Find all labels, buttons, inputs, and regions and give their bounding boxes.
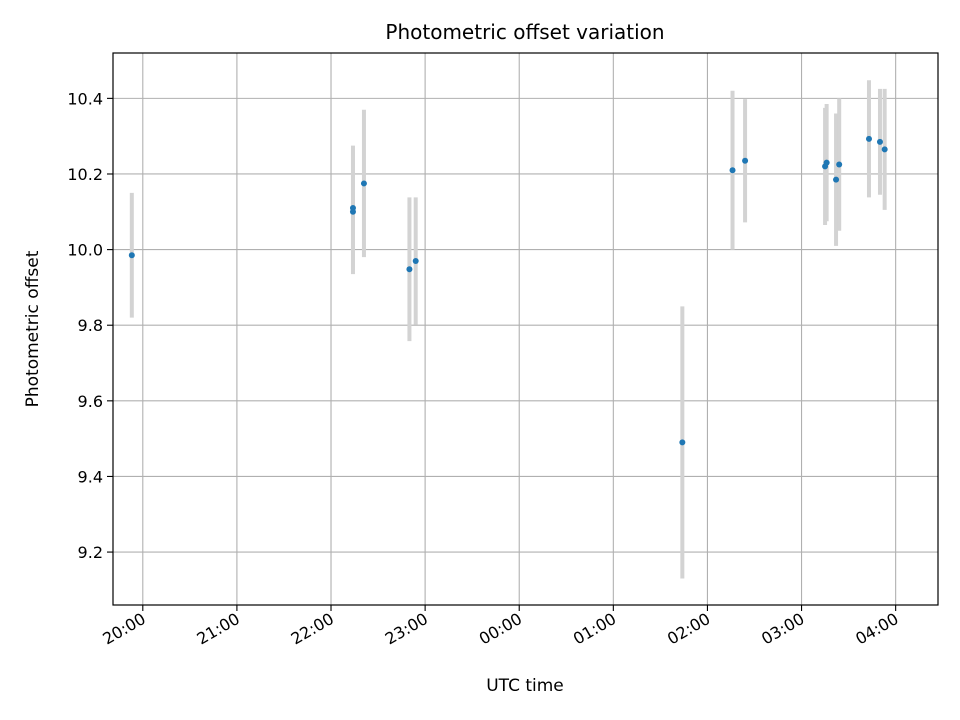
data-point [742, 157, 749, 164]
y-axis-label: Photometric offset [23, 250, 43, 407]
data-point [729, 167, 736, 174]
data-point [876, 138, 883, 145]
plot-area-frame [112, 52, 939, 606]
data-point [128, 252, 135, 259]
y-tick-label: 10.4 [67, 89, 103, 108]
chart-title: Photometric offset variation [385, 20, 664, 44]
data-point [833, 176, 840, 183]
y-tick-label: 9.6 [78, 392, 103, 411]
y-tick-label: 10.0 [67, 241, 103, 260]
data-point [360, 180, 367, 187]
data-point [823, 159, 830, 166]
x-axis-label: UTC time [486, 676, 564, 696]
grid [113, 53, 938, 605]
y-tick-label: 9.2 [78, 543, 103, 562]
data-points [128, 135, 888, 446]
y-axis-ticks: 9.2 9.4 9.6 9.8 10.0 10.2 10.4 [67, 89, 113, 562]
data-point [865, 135, 872, 142]
data-point [412, 257, 419, 264]
data-point [679, 439, 686, 446]
y-tick-label: 9.8 [78, 316, 103, 335]
data-point [836, 161, 843, 168]
data-point [881, 146, 888, 153]
y-tick-label: 9.4 [78, 467, 103, 486]
data-point [406, 266, 413, 273]
y-tick-label: 10.2 [67, 165, 103, 184]
data-point [349, 208, 356, 215]
